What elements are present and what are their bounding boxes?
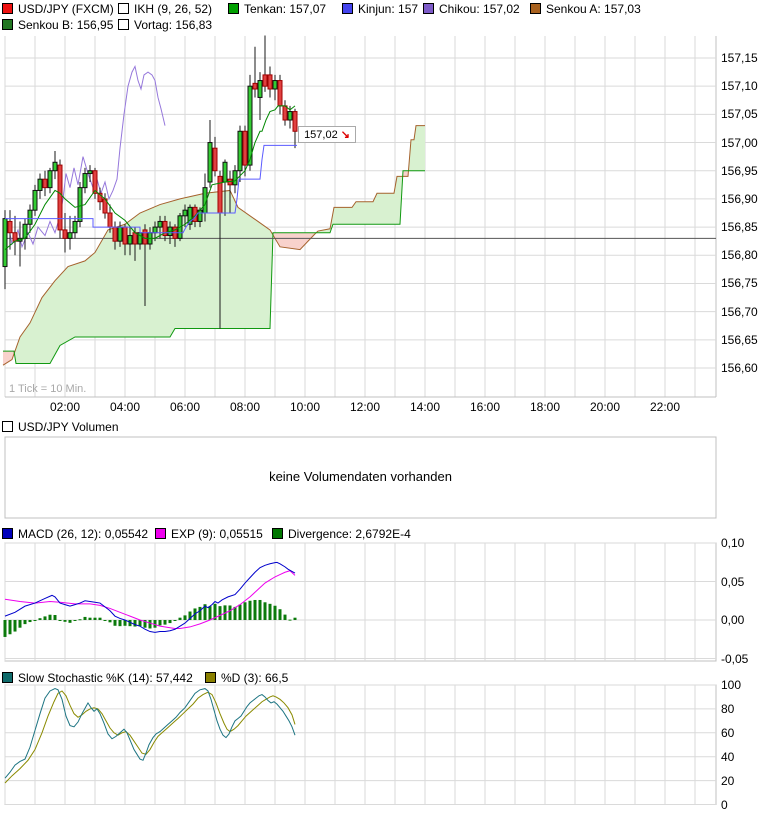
tick-label: 08:00 — [229, 400, 261, 414]
macd-swatch-icon — [2, 528, 13, 539]
tick-label: 20:00 — [589, 400, 621, 414]
tick-label: 06:00 — [169, 400, 201, 414]
legend-label: Tenkan: 157,07 — [244, 2, 327, 16]
legend-label: %D (3): 66,5 — [221, 671, 289, 685]
volume-empty-message: keine Volumendaten vorhanden — [269, 469, 452, 484]
tick-label: 22:00 — [649, 400, 681, 414]
tick-label: 156,85 — [721, 220, 758, 235]
kinjun-swatch-icon — [342, 3, 353, 14]
senkou-a-swatch-icon — [530, 3, 541, 14]
legend-label: Vortag: 156,83 — [134, 18, 213, 32]
legend-label: Divergence: 2,6792E-4 — [288, 527, 411, 541]
tick-interval-note: 1 Tick = 10 Min. — [9, 383, 87, 395]
legend-item-kinjun: Kinjun: 157 — [342, 2, 418, 16]
exp-swatch-icon — [155, 528, 166, 539]
tick-label: 0 — [721, 797, 728, 812]
volume-swatch-icon — [2, 421, 13, 432]
legend-item-macd: MACD (26, 12): 0,05542 — [2, 527, 148, 541]
tick-label: 156,90 — [721, 191, 758, 206]
ikh-swatch-icon — [118, 3, 129, 14]
tick-label: 0,10 — [721, 536, 745, 550]
legend-item-exp: EXP (9): 0,05515 — [155, 527, 263, 541]
last-price-label: 157,02 ↘ — [298, 126, 356, 143]
tick-label: 156,75 — [721, 276, 758, 291]
tick-label: 100 — [721, 678, 742, 692]
tick-label: 20 — [721, 773, 735, 788]
tick-label: 02:00 — [49, 400, 81, 414]
legend-item-stoch-d: %D (3): 66,5 — [205, 671, 288, 685]
tick-label: 16:00 — [469, 400, 501, 414]
down-right-arrow-icon: ↘ — [340, 129, 350, 141]
legend-item-chikou: Chikou: 157,02 — [423, 2, 520, 16]
tenkan-swatch-icon — [228, 3, 239, 14]
tick-label: 156,65 — [721, 332, 758, 347]
legend-item-divergence: Divergence: 2,6792E-4 — [272, 527, 411, 541]
legend-item-stoch-k: Slow Stochastic %K (14): 57,442 — [2, 671, 193, 685]
tick-label: 157,10 — [721, 79, 758, 94]
tick-label: 157,00 — [721, 135, 758, 150]
legend-label: Chikou: 157,02 — [439, 2, 520, 16]
divergence-swatch-icon — [272, 528, 283, 539]
legend-label: Slow Stochastic %K (14): 57,442 — [18, 671, 193, 685]
tick-label: 156,60 — [721, 361, 758, 375]
volume-panel-title: USD/JPY Volumen — [2, 420, 119, 434]
legend-label: Kinjun: 157 — [358, 2, 419, 16]
tick-label: 40 — [721, 749, 735, 764]
tick-label: 156,80 — [721, 248, 758, 263]
legend-item-vortag: Vortag: 156,83 — [118, 18, 212, 32]
vortag-swatch-icon — [118, 19, 129, 30]
legend-label: Senkou B: 156,95 — [18, 18, 114, 32]
symbol-swatch-icon — [2, 3, 13, 14]
legend-item-senkou-b: Senkou B: 156,95 — [2, 18, 113, 32]
stoch-d-swatch-icon — [205, 672, 216, 683]
chikou-swatch-icon — [423, 3, 434, 14]
tick-label: 0,00 — [721, 613, 745, 627]
tick-label: 04:00 — [109, 400, 141, 414]
volume-title-label: USD/JPY Volumen — [18, 420, 119, 434]
senkou-b-swatch-icon — [2, 19, 13, 30]
tick-label: -0,05 — [721, 651, 749, 666]
tick-label: 60 — [721, 725, 735, 740]
tick-label: 80 — [721, 701, 735, 716]
legend-label: Senkou A: 157,03 — [546, 2, 641, 16]
stoch-k-swatch-icon — [2, 672, 13, 683]
tick-label: 10:00 — [289, 400, 321, 414]
legend-item-senkou-a: Senkou A: 157,03 — [530, 2, 641, 16]
legend-label: MACD (26, 12): 0,05542 — [18, 527, 149, 541]
tick-label: 0,05 — [721, 574, 745, 589]
legend-label: IKH (9, 26, 52) — [134, 2, 213, 16]
tick-label: 156,95 — [721, 163, 758, 178]
legend-label: EXP (9): 0,05515 — [171, 527, 263, 541]
tick-label: 14:00 — [409, 400, 441, 414]
last-price-value: 157,02 — [304, 128, 338, 141]
legend-item-tenkan: Tenkan: 157,07 — [228, 2, 326, 16]
tick-label: 18:00 — [529, 400, 561, 414]
legend-item-symbol: USD/JPY (FXCM) — [2, 2, 114, 16]
legend-label: USD/JPY (FXCM) — [18, 2, 114, 16]
legend-item-ikh: IKH (9, 26, 52) — [118, 2, 212, 16]
tick-label: 156,70 — [721, 304, 758, 319]
tick-label: 157,15 — [721, 51, 758, 65]
tick-label: 12:00 — [349, 400, 381, 414]
tick-label: 157,05 — [721, 107, 758, 122]
